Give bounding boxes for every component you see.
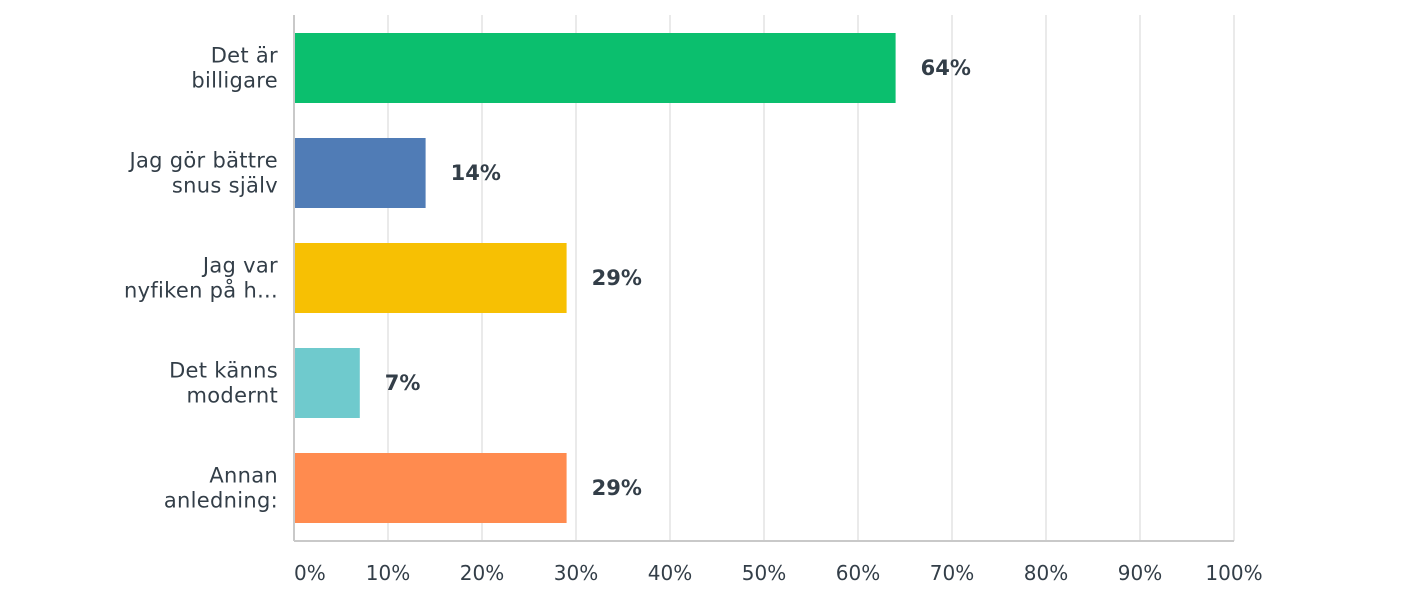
category-label-3-line-1: Jag var bbox=[201, 254, 278, 278]
category-label-1-line-1: Det är bbox=[211, 44, 278, 68]
category-label-2-line-2: snus själv bbox=[172, 174, 278, 198]
bars bbox=[294, 33, 896, 523]
x-tick-label-60: 60% bbox=[836, 561, 880, 585]
category-label-5-line-1: Annan bbox=[209, 464, 278, 488]
bar-2 bbox=[294, 138, 426, 208]
bar-5 bbox=[294, 453, 567, 523]
x-tick-label-10: 10% bbox=[366, 561, 410, 585]
x-tick-label-30: 30% bbox=[554, 561, 598, 585]
bar-3 bbox=[294, 243, 567, 313]
x-tick-label-40: 40% bbox=[648, 561, 692, 585]
category-label-3-line-2: nyfiken på h... bbox=[124, 278, 278, 303]
category-label-1-line-2: billigare bbox=[191, 69, 278, 93]
value-label-2: 14% bbox=[451, 161, 501, 185]
x-tick-label-100: 100% bbox=[1205, 561, 1262, 585]
value-label-1: 64% bbox=[921, 56, 971, 80]
category-label-2-line-1: Jag gör bättre bbox=[127, 149, 278, 173]
category-label-5-line-2: anledning: bbox=[164, 489, 278, 513]
category-label-4-line-1: Det känns bbox=[169, 359, 278, 383]
x-tick-label-0: 0% bbox=[294, 561, 326, 585]
x-tick-label-80: 80% bbox=[1024, 561, 1068, 585]
bar-1 bbox=[294, 33, 896, 103]
value-label-5: 29% bbox=[592, 476, 642, 500]
x-tick-label-90: 90% bbox=[1118, 561, 1162, 585]
value-label-4: 7% bbox=[385, 371, 421, 395]
axes bbox=[293, 15, 1234, 542]
x-tick-label-70: 70% bbox=[930, 561, 974, 585]
value-label-3: 29% bbox=[592, 266, 642, 290]
bar-4 bbox=[294, 348, 360, 418]
category-label-4-line-2: modernt bbox=[187, 384, 278, 408]
x-tick-label-20: 20% bbox=[460, 561, 504, 585]
x-tick-label-50: 50% bbox=[742, 561, 786, 585]
